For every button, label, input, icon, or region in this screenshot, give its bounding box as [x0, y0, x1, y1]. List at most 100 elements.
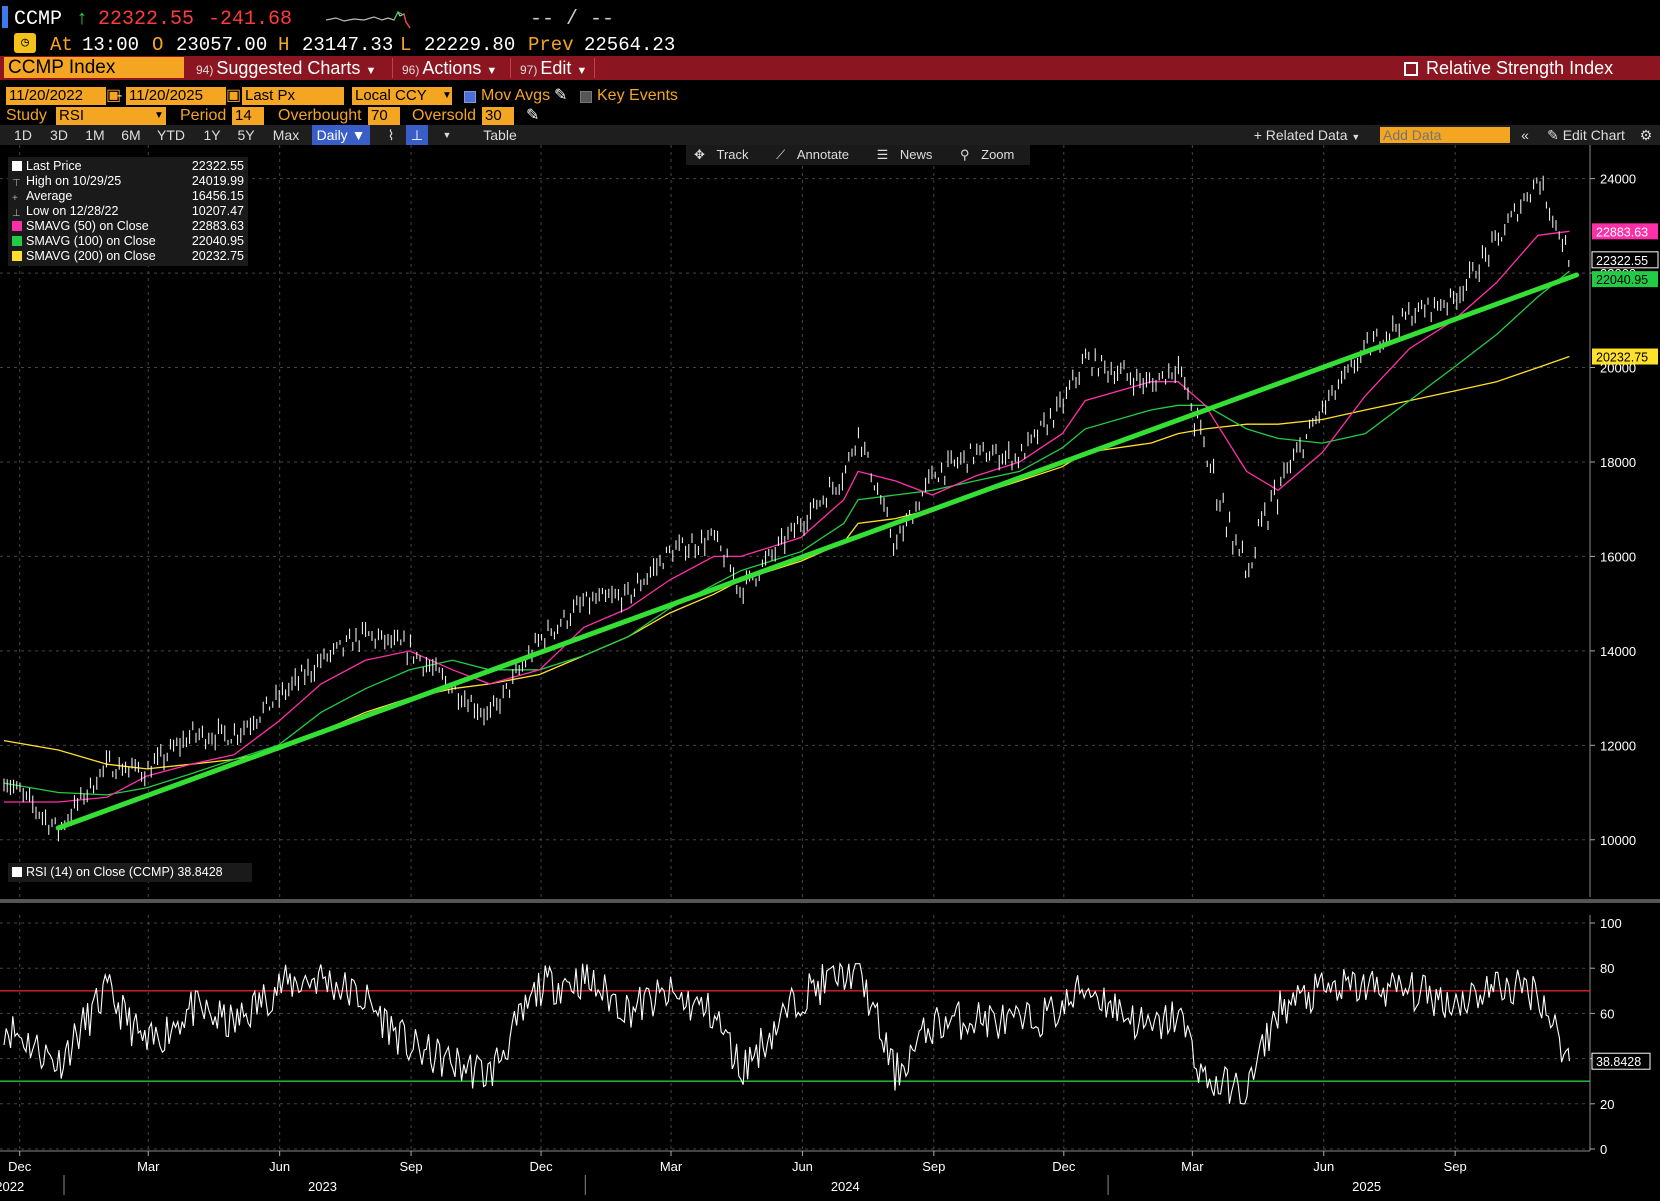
add-data-input[interactable] — [1380, 127, 1510, 143]
chart-canvas[interactable]: DecMarJunSepDecMarJunSepDecMarJunSep2022… — [0, 145, 1660, 1201]
value-label: 22322.55 — [1596, 254, 1648, 268]
end-date-field[interactable]: 11/20/2025 — [126, 87, 226, 105]
legend-value: 10207.47 — [191, 204, 244, 218]
actions-menu[interactable]: 96) Actions ▼ — [396, 56, 503, 80]
bid-ask: -- / -- — [530, 8, 615, 31]
x-month-label: Jun — [792, 1159, 813, 1174]
low-value: 22229.80 — [424, 34, 516, 56]
range-ytd[interactable]: YTD — [157, 127, 185, 143]
zoom-tool[interactable]: ⚲ Zoom — [959, 147, 1015, 162]
legend-row-average: + Average 16456.15 — [12, 189, 244, 204]
pencil-icon[interactable]: ✎ — [526, 107, 540, 124]
title-link[interactable]: Relative Strength Index — [1398, 56, 1619, 80]
key-events-checkbox[interactable] — [580, 91, 592, 103]
collapse-icon[interactable]: « — [1521, 127, 1529, 143]
value-label-box — [1591, 251, 1659, 269]
legend-row-sma50: SMAVG (50) on Close 22883.63 — [12, 219, 244, 234]
range-1d[interactable]: 1D — [14, 127, 32, 143]
y-tick-label: 14000 — [1600, 644, 1636, 659]
table-button[interactable]: Table — [483, 127, 517, 143]
mov-avgs-checkbox[interactable] — [464, 91, 476, 103]
calendar-icon[interactable]: ▣ — [226, 87, 242, 104]
function-title: Relative Strength Index — [1426, 58, 1614, 78]
news-tool[interactable]: ☰ News — [876, 147, 933, 162]
x-year-label: 2022 — [0, 1179, 24, 1194]
date-dash: - — [117, 87, 123, 104]
overbought-label: Overbought — [278, 107, 362, 124]
value-label: 20232.75 — [1596, 351, 1648, 365]
x-month-label: Dec — [1052, 1159, 1076, 1174]
menu-number: 97) — [520, 63, 538, 77]
range-max[interactable]: Max — [272, 127, 300, 143]
ohlc-line: ◷ At 13:00 O 23057.00 H 23147.33 L 22229… — [0, 32, 1660, 56]
track-tool[interactable]: ✥ Track — [694, 147, 749, 162]
up-arrow-icon: ↑ — [76, 8, 89, 31]
annotate-tool[interactable]: ⟋ Annotate — [776, 147, 849, 162]
date-settings-row: 11/20/2022 ▣ - 11/20/2025 ▣ Last Px Loca… — [0, 86, 1660, 106]
legend-row-low: ⊥ Low on 12/28/22 10207.47 — [12, 204, 244, 219]
mov-avgs-label: Mov Avgs — [481, 87, 551, 104]
at-label: At — [50, 34, 73, 56]
news-label: News — [899, 147, 933, 162]
study-label: Study — [6, 107, 47, 124]
oversold-field[interactable]: 30 — [482, 107, 514, 125]
currency-select[interactable]: Local CCY — [352, 87, 452, 105]
value-label-box — [1592, 223, 1658, 240]
high-value: 23147.33 — [302, 34, 394, 56]
x-year-label: 2024 — [831, 1179, 860, 1194]
legend-row-rsi: RSI (14) on Close (CCMP) 38.8428 — [12, 865, 248, 880]
legend-value: 24019.99 — [191, 174, 244, 188]
study-select[interactable]: RSI — [56, 107, 166, 125]
x-year-label: 2023 — [308, 1179, 337, 1194]
legend-value: 20232.75 — [191, 249, 244, 263]
edit-menu[interactable]: 97) Edit ▼ — [514, 56, 593, 80]
menu-label: Suggested Charts — [216, 58, 361, 78]
swatch — [12, 161, 22, 171]
range-3d[interactable]: 3D — [50, 127, 68, 143]
x-month-label: Sep — [1444, 1159, 1467, 1174]
x-month-label: Mar — [1181, 1159, 1204, 1174]
frequency-select[interactable]: Daily ▼ — [312, 125, 370, 145]
rsi-tick-label: 20 — [1600, 1097, 1614, 1112]
pencil-icon[interactable]: ✎ — [554, 87, 568, 104]
legend-label: Last Price — [26, 159, 82, 173]
line-chart-icon[interactable]: ⌇ — [387, 127, 395, 143]
caret-down-icon[interactable]: ▼ — [442, 130, 452, 140]
suggested-charts-menu[interactable]: 94) Suggested Charts ▼ — [190, 56, 382, 80]
legend-label: RSI (14) on Close (CCMP) 38.8428 — [26, 865, 223, 879]
chart-area[interactable]: DecMarJunSepDecMarJunSepDecMarJunSep2022… — [0, 145, 1660, 1201]
x-month-label: Dec — [8, 1159, 32, 1174]
zoom-label: Zoom — [981, 147, 1015, 162]
trend-line — [55, 272, 1580, 831]
popout-icon — [1404, 62, 1418, 76]
divider — [510, 58, 511, 78]
x-year-label: 2025 — [1352, 1179, 1381, 1194]
security-field[interactable]: CCMP Index — [4, 57, 184, 78]
calendar-icon[interactable]: ▣ — [106, 87, 122, 104]
function-menubar: CCMP Index 94) Suggested Charts ▼ 96) Acti… — [0, 56, 1660, 80]
caret-down-icon: ▼ — [351, 127, 366, 143]
start-date-field[interactable]: 11/20/2022 — [6, 87, 106, 105]
price-field-select[interactable]: Last Px — [242, 87, 344, 105]
range-1m[interactable]: 1M — [85, 127, 105, 143]
x-month-label: Mar — [660, 1159, 683, 1174]
sma100-line — [3, 270, 1570, 796]
range-5y[interactable]: 5Y — [237, 127, 255, 143]
range-1y[interactable]: 1Y — [203, 127, 221, 143]
edit-chart-button[interactable]: ✎ Edit Chart — [1547, 127, 1625, 143]
related-data-button[interactable]: + Related Data ▼ — [1253, 127, 1361, 143]
overbought-field[interactable]: 70 — [368, 107, 400, 125]
gear-icon[interactable]: ⚙ — [1639, 127, 1653, 143]
key-events-label: Key Events — [597, 87, 678, 104]
rsi-tick-label: 80 — [1600, 961, 1614, 976]
net-change: -241.68 — [208, 8, 293, 31]
intraday-sparkline — [326, 10, 411, 29]
range-6m[interactable]: 6M — [121, 127, 141, 143]
legend-label: SMAVG (200) on Close — [26, 249, 156, 263]
menu-label: Edit — [540, 58, 572, 78]
bar-chart-icon[interactable]: ⊥ — [406, 125, 428, 145]
y-tick-label: 16000 — [1600, 549, 1636, 564]
prev-label: Prev — [528, 34, 574, 56]
ticker-marker — [2, 6, 8, 28]
period-field[interactable]: 14 — [232, 107, 264, 125]
